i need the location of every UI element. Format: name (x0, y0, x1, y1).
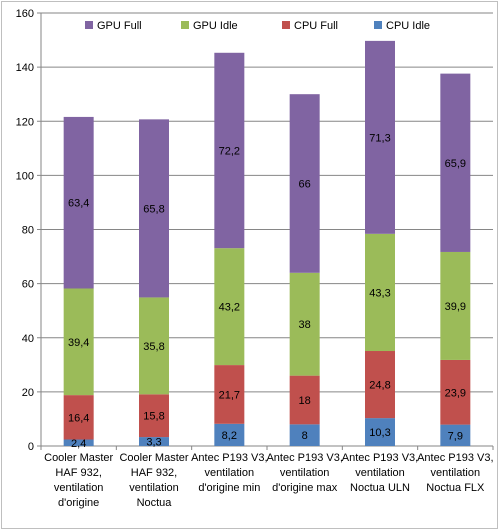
bar-gpu-idle-1 (139, 297, 169, 395)
category-label-line: Antec P193 V3, (417, 452, 493, 464)
data-label-cpu-idle-5: 7,9 (448, 430, 463, 442)
y-tick-label-100: 100 (16, 170, 34, 182)
y-tick-label-40: 40 (22, 333, 34, 345)
bar-cpu-full-4 (365, 351, 395, 419)
bar-gpu-idle-4 (365, 233, 395, 352)
bar-gpu-idle-2 (214, 248, 245, 366)
bar-cpu-full-3 (289, 375, 320, 425)
data-label-gpu-idle-0: 39,4 (68, 337, 89, 349)
data-label-cpu-full-0: 16,4 (68, 412, 89, 424)
data-label-gpu-idle-2: 43,2 (219, 302, 240, 314)
data-label-cpu-idle-0: 2,4 (71, 438, 86, 450)
data-label-cpu-idle-1: 3,3 (146, 437, 161, 449)
category-label-line: HAF 932, (55, 467, 101, 479)
category-label-1: Cooler Master HAF 932, ventilation Noctua (119, 452, 188, 509)
data-label-cpu-full-5: 23,9 (445, 387, 466, 399)
category-label-5: Antec P193 V3, ventilation Noctua FLX (417, 452, 493, 494)
y-tick-label-20: 20 (22, 387, 34, 399)
category-label-4: Antec P193 V3, ventilation Noctua ULN (342, 452, 418, 494)
data-label-gpu-full-0: 63,4 (68, 198, 89, 210)
bar-gpu-full-5 (440, 73, 471, 252)
data-label-cpu-full-4: 24,8 (369, 380, 390, 392)
legend-swatch-gpu-idle (181, 21, 189, 29)
bar-cpu-idle-5 (440, 424, 471, 446)
category-label-line: ventilation (280, 467, 330, 479)
data-label-cpu-idle-4: 10,3 (369, 427, 390, 439)
category-label-2: Antec P193 V3, ventilation d'origine min (191, 452, 267, 494)
legend-swatch-gpu-full (85, 21, 93, 29)
category-label-line: HAF 932, (131, 467, 177, 479)
bar-gpu-full-3 (289, 94, 320, 273)
data-label-cpu-full-3: 18 (299, 395, 311, 407)
bar-gpu-full-2 (214, 52, 245, 249)
category-label-line: ventilation (431, 467, 481, 479)
data-label-cpu-idle-3: 8 (302, 430, 308, 442)
data-label-gpu-idle-4: 43,3 (369, 287, 390, 299)
y-tick-label-160: 160 (16, 8, 34, 20)
y-tick-label-0: 0 (28, 441, 34, 453)
y-tick-label-60: 60 (22, 279, 34, 291)
category-label-line: Noctua FLX (426, 482, 485, 494)
category-label-line: Cooler Master (44, 452, 113, 464)
category-label-line: Noctua ULN (350, 482, 410, 494)
category-label-line: ventilation (129, 482, 179, 494)
y-tick-label-140: 140 (16, 62, 34, 74)
bar-cpu-idle-3 (289, 424, 320, 446)
data-label-gpu-idle-1: 35,8 (143, 341, 164, 353)
legend-label-cpu-full: CPU Full (294, 20, 338, 32)
bar-gpu-idle-5 (440, 251, 471, 360)
data-label-gpu-full-4: 71,3 (369, 132, 390, 144)
data-label-gpu-full-3: 66 (299, 178, 311, 190)
data-label-gpu-full-2: 72,2 (219, 145, 240, 157)
bar-cpu-full-0 (63, 395, 94, 440)
category-label-line: d'origine (58, 497, 99, 509)
data-label-cpu-idle-2: 8,2 (222, 430, 237, 442)
bar-gpu-idle-3 (289, 272, 320, 376)
data-label-gpu-full-1: 65,8 (143, 203, 164, 215)
category-label-line: Antec P193 V3, (342, 452, 418, 464)
bar-gpu-full-4 (365, 40, 395, 234)
bar-cpu-idle-1 (139, 437, 169, 446)
bar-cpu-full-5 (440, 359, 471, 425)
legend-label-gpu-full: GPU Full (97, 20, 142, 32)
legend-swatch-cpu-full (282, 21, 290, 29)
bar-gpu-idle-0 (63, 288, 94, 396)
category-label-line: ventilation (355, 467, 405, 479)
category-label-3: Antec P193 V3, ventilation d'origine max (266, 452, 342, 494)
y-tick-label-120: 120 (16, 116, 34, 128)
bar-gpu-full-1 (139, 119, 169, 298)
bar-cpu-full-2 (214, 365, 245, 424)
bar-cpu-full-1 (139, 394, 169, 438)
category-label-line: Cooler Master (119, 452, 188, 464)
data-label-gpu-idle-3: 38 (299, 319, 311, 331)
bar-cpu-idle-2 (214, 423, 245, 446)
category-label-line: d'origine min (198, 482, 260, 494)
bar-cpu-idle-0 (63, 439, 94, 446)
category-label-line: Antec P193 V3, (191, 452, 267, 464)
bar-cpu-idle-4 (365, 418, 395, 446)
legend-label-cpu-idle: CPU Idle (386, 20, 430, 32)
y-tick-label-80: 80 (22, 225, 34, 237)
bar-gpu-full-0 (63, 116, 94, 289)
category-label-line: Noctua (137, 497, 173, 509)
category-label-line: ventilation (205, 467, 255, 479)
legend-swatch-cpu-idle (374, 21, 382, 29)
data-label-gpu-full-5: 65,9 (445, 158, 466, 170)
category-label-0: Cooler Master HAF 932, ventilation d'origin… (44, 452, 113, 509)
data-label-gpu-idle-5: 39,9 (445, 301, 466, 313)
category-label-line: Antec P193 V3, (266, 452, 342, 464)
category-label-line: ventilation (54, 482, 104, 494)
legend-label-gpu-idle: GPU Idle (193, 20, 238, 32)
data-label-cpu-full-2: 21,7 (219, 389, 240, 401)
category-label-line: d'origine max (272, 482, 338, 494)
data-label-cpu-full-1: 15,8 (143, 411, 164, 423)
